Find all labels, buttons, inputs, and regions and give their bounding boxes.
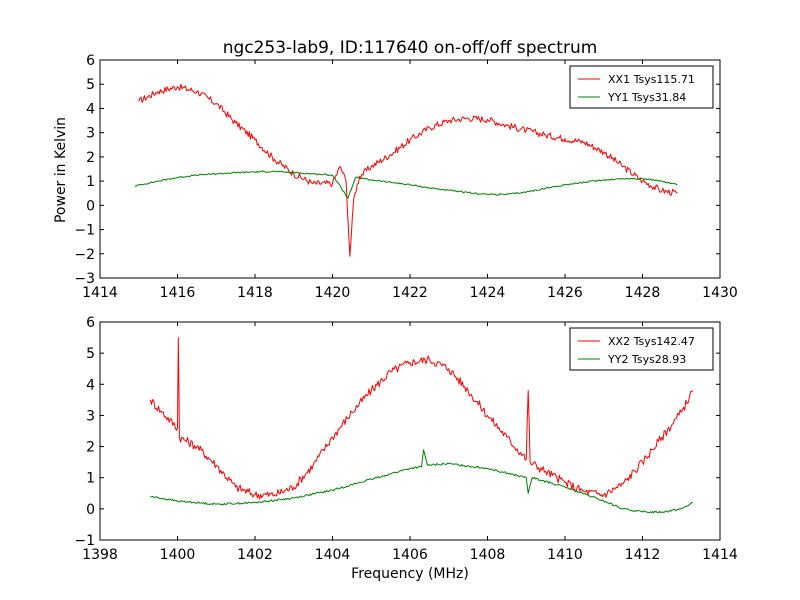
top-y-tick-label: 4 — [86, 101, 95, 117]
top-legend-label-2: YY1 Tsys31.84 — [607, 91, 686, 104]
bottom-y-tick-label: 2 — [86, 440, 95, 456]
top-legend-label-1: XX1 Tsys115.71 — [608, 73, 695, 86]
top-x-tick-label: 1414 — [82, 285, 118, 301]
top-x-tick-label: 1422 — [392, 285, 428, 301]
top-x-tick-label: 1418 — [237, 285, 273, 301]
bottom-y-tick-label: 1 — [86, 471, 95, 487]
top-x-tick-label: 1416 — [160, 285, 196, 301]
bottom-x-tick-label: 1402 — [237, 547, 273, 563]
top-x-tick-label: 1428 — [625, 285, 661, 301]
top-y-tick-label: 5 — [86, 77, 95, 93]
top-y-tick-label: 6 — [86, 53, 95, 69]
bottom-y-tick-label: 5 — [86, 346, 95, 362]
top-series-line-1 — [138, 83, 678, 257]
bottom-x-tick-label: 1400 — [160, 547, 196, 563]
top-panel: 1414 1416 1418 1420 1422 1424 1426 1428 1430−3−2… — [74, 53, 737, 301]
top-x-tick-label: 1424 — [470, 285, 506, 301]
bottom-y-tick-label: 6 — [86, 315, 95, 331]
bottom-x-tick-label: 1410 — [547, 547, 583, 563]
bottom-x-tick-label: 1398 — [82, 547, 118, 563]
top-x-tick-label: 1426 — [547, 285, 583, 301]
top-y-tick-label: −2 — [74, 247, 95, 263]
top-x-tick-label: 1420 — [315, 285, 351, 301]
bottom-legend-label-1: XX2 Tsys142.47 — [608, 335, 695, 348]
top-y-tick-label: 0 — [86, 198, 95, 214]
bottom-y-tick-label: 4 — [86, 377, 95, 393]
top-y-tick-label: 2 — [86, 150, 95, 166]
bottom-series-line-1 — [149, 337, 694, 500]
bottom-x-tick-label: 1406 — [392, 547, 428, 563]
top-y-tick-label: 1 — [86, 174, 95, 190]
bottom-y-tick-label: 0 — [86, 502, 95, 518]
top-y-tick-label: −3 — [74, 271, 95, 287]
top-y-tick-label: 3 — [86, 126, 95, 142]
figure-title: ngc253-lab9, ID:117640 on-off/off spectr… — [223, 38, 598, 58]
bottom-series-line-2 — [150, 449, 693, 514]
y-axis-label: Power in Kelvin — [53, 117, 69, 223]
top-y-tick-label: −1 — [74, 223, 95, 239]
bottom-x-tick-label: 1414 — [702, 547, 738, 563]
bottom-legend-box — [569, 327, 714, 371]
top-series-line-2 — [134, 170, 678, 199]
top-x-tick-label: 1430 — [702, 285, 738, 301]
bottom-x-tick-label: 1412 — [625, 547, 661, 563]
bottom-panel: 1398 1400 1402 1404 1406 1408 1410 1412 1414 −1 0 1… — [74, 315, 738, 563]
bottom-legend-label-2: YY2 Tsys28.93 — [607, 353, 686, 366]
top-legend-box — [569, 65, 714, 109]
bottom-x-tick-label: 1404 — [315, 547, 351, 563]
bottom-x-tick-label: 1408 — [470, 547, 506, 563]
bottom-y-tick-label: 3 — [86, 408, 95, 424]
x-axis-label: Frequency (MHz) — [351, 566, 469, 582]
bottom-y-tick-label: −1 — [74, 533, 95, 549]
